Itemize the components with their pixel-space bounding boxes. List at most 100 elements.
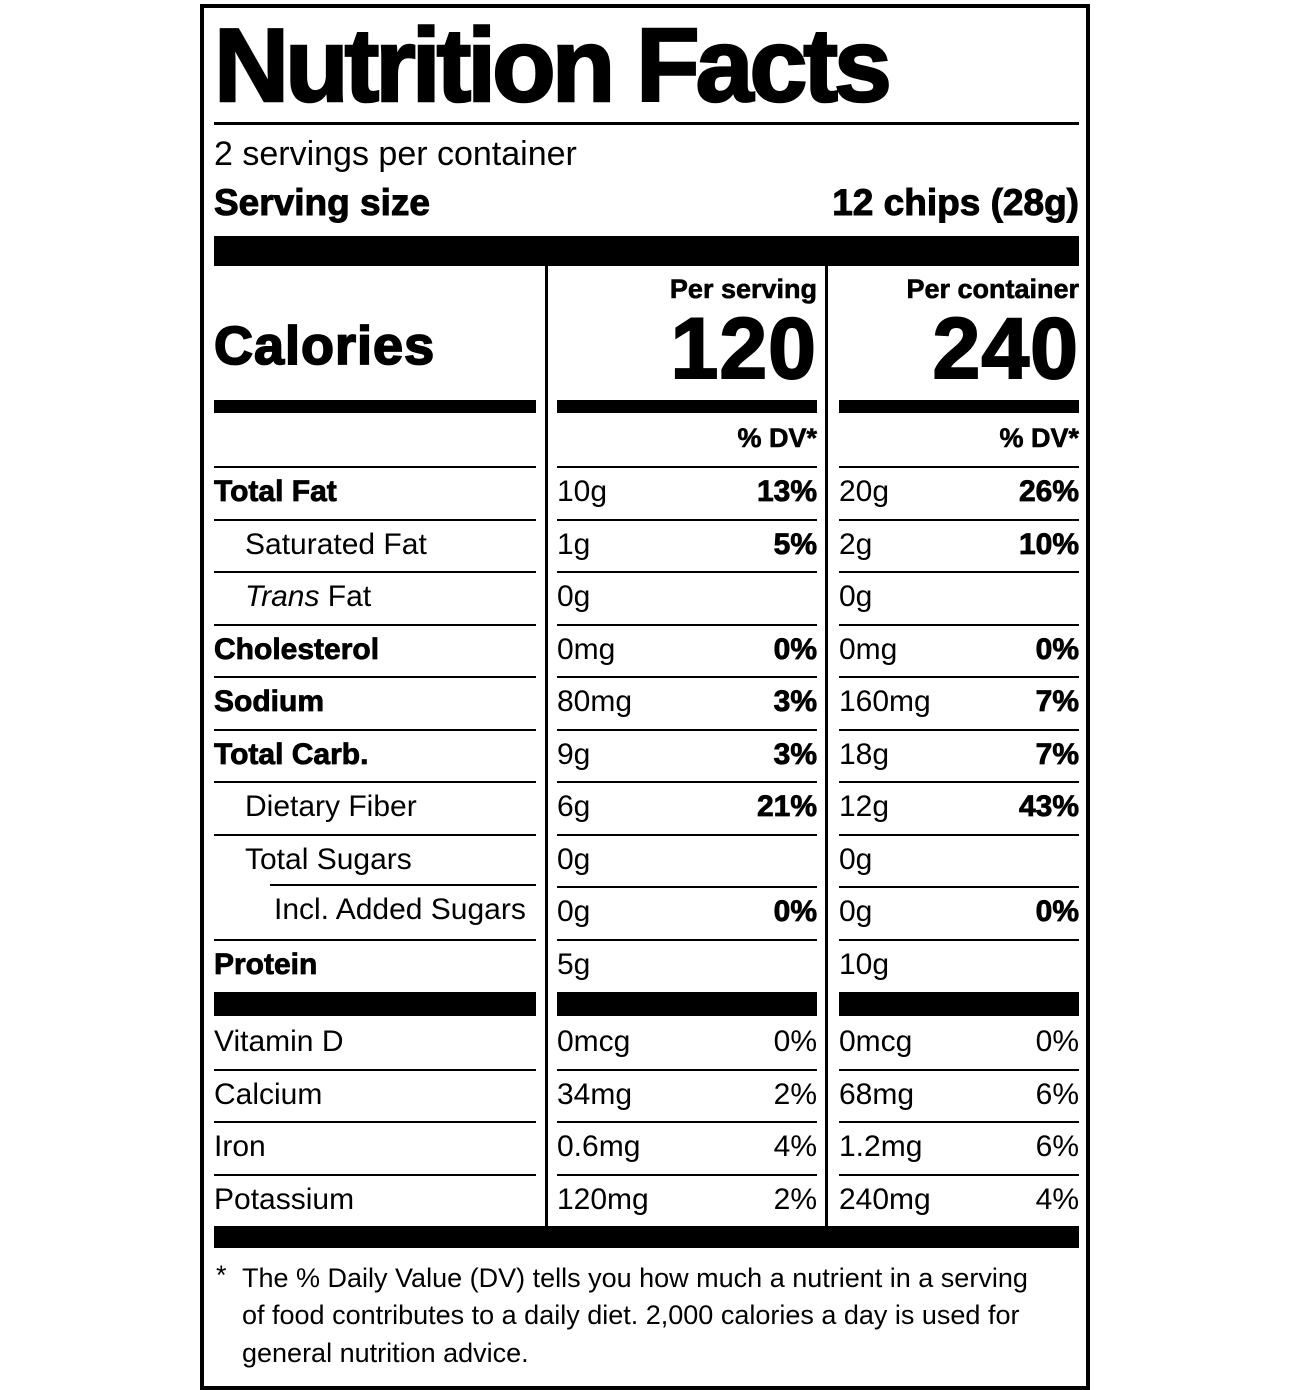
nutrient-name: Calcium bbox=[214, 1068, 536, 1122]
amount-per-container: 10g bbox=[839, 947, 890, 981]
dv-per-container: 0% bbox=[1035, 632, 1079, 666]
table-row: Calcium 34mg 2% 68mg 6% bbox=[214, 1068, 1079, 1122]
vitamin-rows: Vitamin D 0mcg 0% 0mcg 0% Calcium 34mg 2… bbox=[214, 1018, 1079, 1226]
amount-per-serving: 5g bbox=[557, 947, 591, 981]
nutrient-name: Total Carb. bbox=[214, 728, 536, 782]
per-serving-cell: Per serving 120 bbox=[557, 273, 818, 397]
table-row: Protein 5g 10g bbox=[214, 938, 1079, 992]
amount-per-serving: 1g bbox=[557, 527, 591, 561]
dv-per-serving: 13% bbox=[756, 475, 818, 509]
per-container-header: Per container bbox=[906, 273, 1079, 304]
table-row: Total Sugars 0g 0g bbox=[214, 833, 1079, 887]
separator-bar-right bbox=[839, 992, 1079, 1017]
nutrient-name: Saturated Fat bbox=[214, 518, 536, 572]
footnote-text: The % Daily Value (DV) tells you how muc… bbox=[242, 1263, 1028, 1368]
dv-per-container: 7% bbox=[1035, 737, 1079, 771]
nutrition-facts-label: Nutrition Facts 2 servings per container… bbox=[200, 4, 1090, 1390]
separator-bar-left bbox=[214, 992, 536, 1017]
amount-per-serving: 0g bbox=[557, 842, 591, 876]
amount-per-serving: 80mg bbox=[557, 685, 633, 719]
nutrient-name: Incl. Added Sugars bbox=[214, 884, 536, 939]
dv-per-serving: 0% bbox=[773, 895, 817, 929]
separator-bar-mid bbox=[557, 992, 817, 1017]
serving-size-label: Serving size bbox=[214, 181, 431, 223]
header-thick-bar bbox=[214, 235, 1079, 266]
dv-per-container: 4% bbox=[1035, 1182, 1079, 1216]
nutrient-name: Protein bbox=[214, 938, 536, 992]
table-row: Total Carb. 9g 3% 18g 7% bbox=[214, 728, 1079, 782]
amount-per-container: 18g bbox=[839, 737, 890, 771]
table-row: Saturated Fat 1g 5% 2g 10% bbox=[214, 518, 1080, 572]
columns-region: Calories Per serving 120 Per container 2… bbox=[213, 265, 1079, 1227]
servings-per-container: 2 servings per container bbox=[214, 135, 577, 173]
dv-per-container: 6% bbox=[1035, 1130, 1079, 1164]
dv-per-serving: 5% bbox=[773, 527, 817, 561]
section-separator-bars bbox=[214, 991, 1079, 1018]
amount-per-serving: 0g bbox=[557, 895, 591, 929]
calories-word: Calories bbox=[213, 315, 436, 377]
nutrient-name: Vitamin D bbox=[214, 1025, 344, 1059]
table-row: Dietary Fiber 6g 21% 12g 43% bbox=[214, 781, 1079, 834]
per-serving-header: Per serving bbox=[669, 273, 818, 304]
calories-underline-right bbox=[839, 400, 1079, 414]
dv-per-container: 26% bbox=[1018, 475, 1080, 509]
nutrient-name: Dietary Fiber bbox=[214, 781, 536, 834]
amount-per-container: 2g bbox=[839, 527, 873, 561]
amount-per-container: 0mg bbox=[839, 632, 898, 666]
table-row: Cholesterol 0mg 0% 0mg 0% bbox=[214, 623, 1079, 677]
dv-per-serving: 0% bbox=[773, 632, 817, 666]
amount-per-container: 0mcg bbox=[839, 1025, 913, 1059]
amount-per-serving: 10g bbox=[557, 475, 608, 509]
nutrient-name: Total Fat bbox=[214, 466, 536, 519]
dv-per-serving: 3% bbox=[773, 685, 817, 719]
footnote: * The % Daily Value (DV) tells you how m… bbox=[214, 1248, 1079, 1386]
dv-per-container: 7% bbox=[1035, 685, 1079, 719]
table-row: Sodium 80mg 3% 160mg 7% bbox=[214, 676, 1079, 729]
nutrient-rows: Total Fat 10g 13% 20g 26% Saturated Fat … bbox=[214, 466, 1079, 991]
amount-per-container: 0g bbox=[839, 580, 873, 614]
serving-size-value: 12 chips (28g) bbox=[832, 181, 1080, 223]
calories-underline-left bbox=[214, 400, 536, 414]
table-row: Incl. Added Sugars 0g 0% 0g 0% bbox=[214, 884, 1079, 939]
amount-per-container: 0g bbox=[839, 895, 873, 929]
nutrient-name: Sodium bbox=[214, 676, 536, 729]
amount-per-container: 1.2mg bbox=[839, 1130, 923, 1164]
dv-per-serving: 3% bbox=[773, 737, 817, 771]
dv-per-serving: 0% bbox=[773, 1025, 817, 1059]
per-container-cell: Per container 240 bbox=[839, 273, 1079, 392]
calories-per-serving: 120 bbox=[670, 300, 818, 397]
calories-underline-mid bbox=[557, 400, 817, 414]
amount-per-serving: 34mg bbox=[557, 1077, 633, 1111]
amount-per-container: 160mg bbox=[839, 685, 931, 719]
amount-per-serving: 0.6mg bbox=[557, 1130, 641, 1164]
amount-per-serving: 0mcg bbox=[557, 1025, 631, 1059]
dv-per-serving: 2% bbox=[773, 1182, 817, 1216]
label-title: Nutrition Facts bbox=[213, 8, 893, 124]
footnote-marker: * bbox=[216, 1260, 227, 1291]
dv-per-container: 10% bbox=[1018, 527, 1080, 561]
table-row: Iron 0.6mg 4% 1.2mg 6% bbox=[214, 1121, 1079, 1174]
amount-per-serving: 9g bbox=[557, 737, 591, 771]
column-divider-2 bbox=[825, 265, 828, 1227]
footer-thick-bar bbox=[214, 1226, 1079, 1249]
amount-per-container: 68mg bbox=[839, 1077, 915, 1111]
column-divider-1 bbox=[545, 265, 548, 1227]
dv-per-serving: 2% bbox=[773, 1077, 817, 1111]
calories-header: Calories Per serving 120 Per container 2… bbox=[213, 273, 1079, 397]
calories-underline-bars bbox=[214, 400, 1079, 414]
nutrient-name: Total Sugars bbox=[214, 833, 536, 887]
nutrient-name: Trans Fat bbox=[214, 571, 536, 624]
dv-per-container: 43% bbox=[1018, 790, 1080, 824]
table-row: Total Fat 10g 13% 20g 26% bbox=[214, 466, 1079, 519]
nutrient-name: Iron bbox=[214, 1121, 536, 1174]
dv-per-container: 0% bbox=[1035, 1025, 1079, 1059]
calories-cell: Calories bbox=[213, 274, 536, 391]
amount-per-serving: 6g bbox=[557, 790, 591, 824]
dv-per-container: 0% bbox=[1035, 895, 1079, 929]
table-row: Vitamin D 0mcg 0% 0mcg 0% bbox=[214, 1018, 1079, 1069]
nutrient-name: Cholesterol bbox=[214, 623, 536, 677]
amount-per-container: 20g bbox=[839, 475, 890, 509]
dv-per-container: 6% bbox=[1035, 1077, 1079, 1111]
title-divider bbox=[214, 122, 1079, 125]
dv-per-serving: 4% bbox=[773, 1130, 817, 1164]
